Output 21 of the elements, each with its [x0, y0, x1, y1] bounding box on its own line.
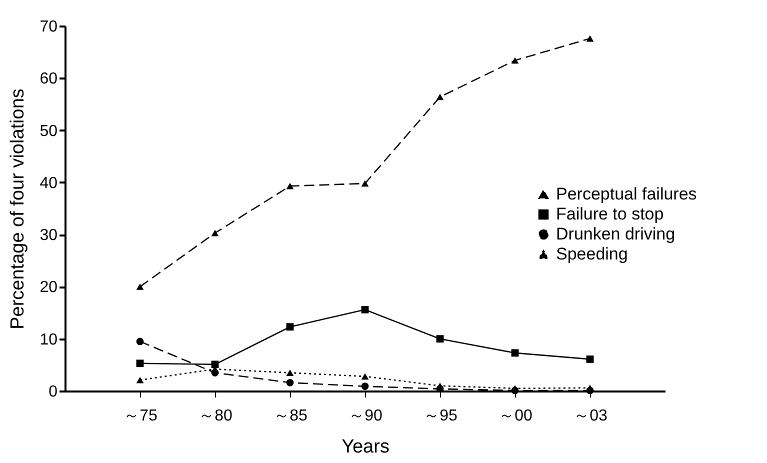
legend-label: Perceptual failures [556, 184, 697, 204]
y-tick-label: 40 [40, 174, 58, 192]
y-tick-label: 70 [40, 18, 58, 36]
y-axis-title: Percentage of four violations [8, 88, 29, 330]
x-tick-label: ～90 [348, 408, 382, 424]
legend-label: Speeding [556, 244, 628, 264]
y-tick-label: 50 [40, 122, 58, 140]
x-tick-label: ～03 [574, 408, 608, 424]
x-tick-label: ～80 [198, 408, 232, 424]
legend-label: Drunken driving [556, 224, 676, 244]
x-tick-label: ～85 [274, 408, 308, 424]
y-tick-label: 20 [40, 279, 58, 296]
y-tick-label: 30 [40, 227, 58, 244]
x-tick-label: ～00 [498, 408, 532, 424]
x-tick-label: ～95 [424, 408, 458, 424]
legend-label: Failure to stop [556, 204, 664, 224]
y-tick-label: 10 [40, 331, 58, 348]
y-tick-label: 0 [48, 384, 58, 400]
y-tick-label: 60 [40, 70, 58, 88]
x-axis-title: Years [342, 436, 390, 458]
x-tick-label: ～75 [124, 408, 158, 424]
